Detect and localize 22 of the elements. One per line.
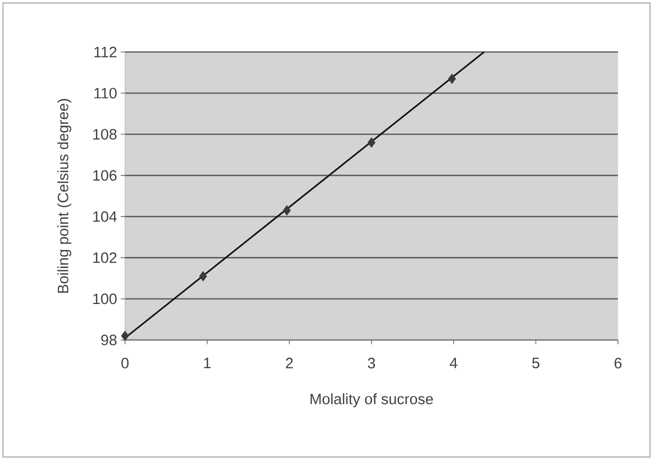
x-tick-label: 4	[450, 358, 458, 368]
x-tick-label: 5	[532, 358, 540, 368]
point	[121, 330, 129, 342]
x-tick-label: 2	[286, 358, 293, 368]
x-axis-title: Molality of sucrose	[310, 393, 433, 408]
point	[368, 137, 376, 148]
point	[199, 271, 208, 282]
x-tick-label: 3	[368, 358, 376, 368]
point	[282, 205, 291, 216]
x-tick-label: 1	[204, 358, 211, 368]
y-tick-label: 112	[94, 46, 116, 58]
y-tick-label: 98	[101, 334, 117, 346]
y-tick-label: 104	[93, 211, 117, 222]
x-tick-label: 0	[121, 358, 129, 368]
y-tick-label: 100	[93, 294, 117, 304]
y-tick-label: 102	[93, 252, 116, 264]
y-tick-label: 106	[93, 170, 117, 181]
y-tick-label: 110	[94, 88, 117, 98]
point	[448, 74, 456, 84]
x-tick-label: 6	[614, 358, 622, 368]
y-axis-title: Boiling point (Celsius degree)	[57, 99, 72, 293]
y-tick-label: 108	[93, 128, 117, 140]
